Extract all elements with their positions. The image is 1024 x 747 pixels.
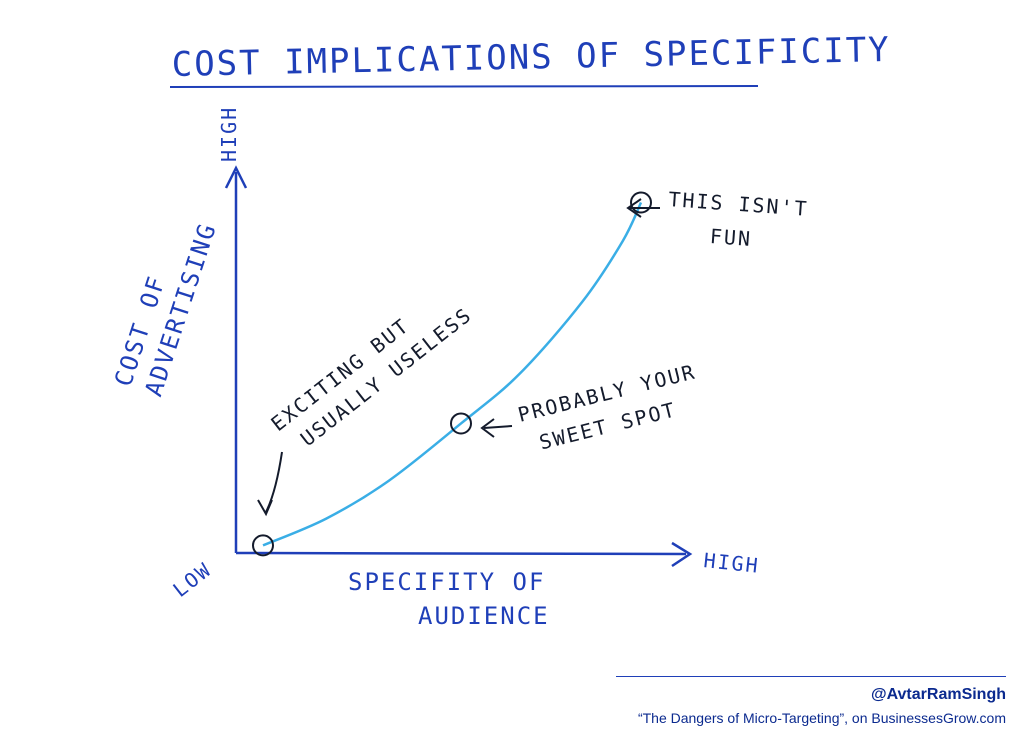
marker-notfun [630, 191, 652, 214]
y-axis-arrowhead [224, 165, 248, 189]
arrowhead-sweet [480, 418, 495, 438]
marker-useless [252, 534, 274, 557]
credit-handle[interactable]: @AvtarRamSingh [870, 686, 1006, 703]
annotation-useless: EXCITING BUTUSUALLY USELESS [266, 279, 476, 460]
x-axis-title: SPECIFITY OF AUDIENCE [348, 568, 562, 630]
x-axis-title-line-2: AUDIENCE [418, 602, 550, 630]
origin-low-label: LOW [168, 557, 216, 602]
chart-title: COST IMPLICATIONS OF SPECIFICITY [171, 30, 891, 85]
x-axis-line [235, 551, 687, 556]
annotation-notfun-line-2: FUN [709, 224, 753, 251]
arrow-useless [265, 451, 283, 513]
annotations: EXCITING BUTUSUALLY USELESS PROBABLY YOUR… [252, 187, 809, 557]
y-axis-high-label: HIGH [217, 106, 241, 162]
x-axis-high-label: HIGH [702, 548, 760, 578]
annotation-sweet: PROBABLY YOURSWEET SPOT [515, 359, 706, 457]
annotation-notfun-line-1: THIS ISN'T [668, 187, 810, 221]
annotation-notfun: THIS ISN'T FUN [665, 187, 809, 255]
title-underline [169, 85, 759, 88]
marker-sweet [450, 412, 472, 435]
arrowhead-notfun [626, 198, 642, 218]
x-axis-arrowhead [671, 541, 693, 568]
arrowhead-useless [257, 499, 273, 517]
cost-curve-line [262, 201, 643, 547]
credits-divider [616, 676, 1006, 677]
credit-source: “The Dangers of Micro-Targeting”, on Bus… [637, 710, 1006, 726]
y-axis-title: COST OF ADVERTISING [109, 209, 222, 400]
x-axis-title-line-1: SPECIFITY OF [348, 568, 545, 596]
arrow-sweet [483, 425, 513, 429]
